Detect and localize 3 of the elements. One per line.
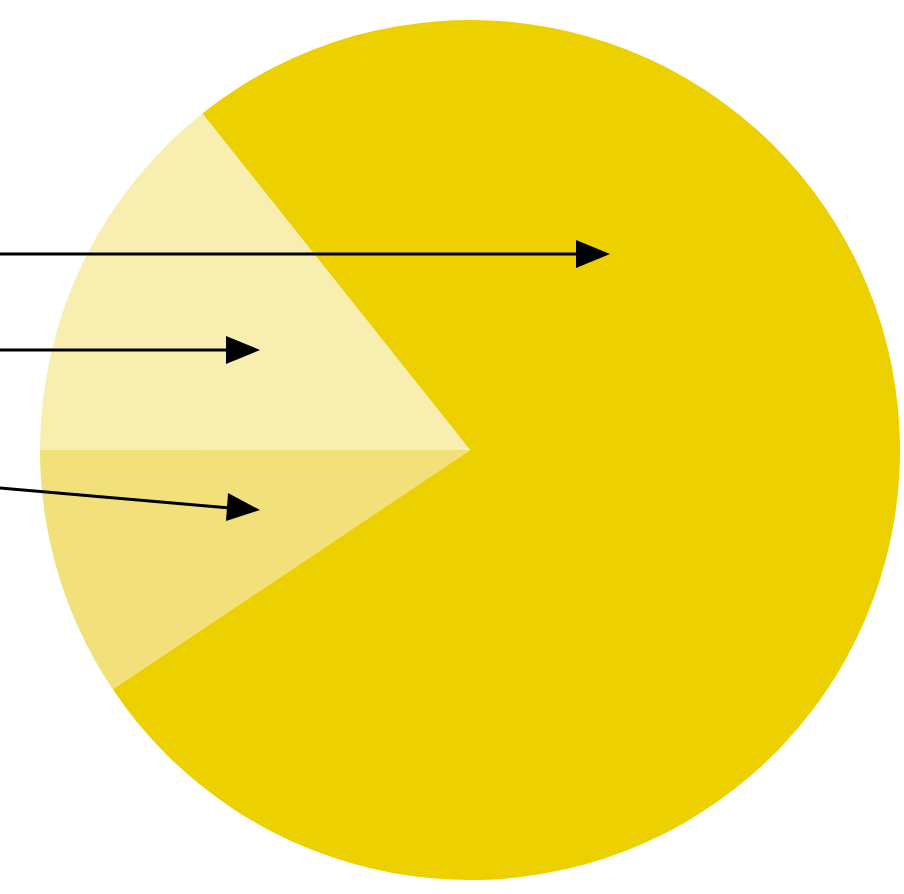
pie-slice [40, 113, 470, 450]
pie-slice [40, 449, 470, 690]
pie-slice [112, 20, 900, 880]
